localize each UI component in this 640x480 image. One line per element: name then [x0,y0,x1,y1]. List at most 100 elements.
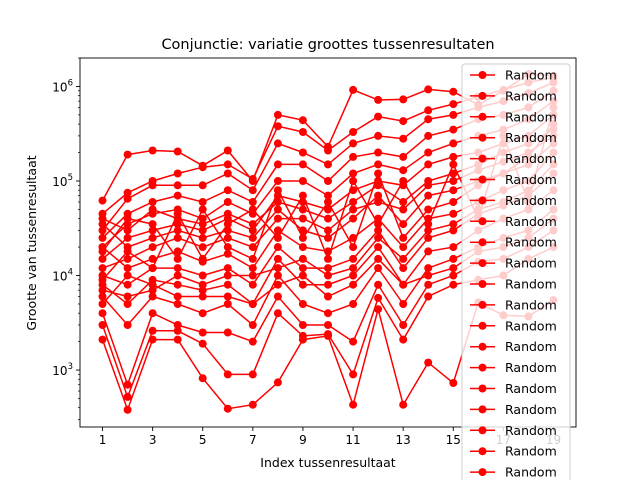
data-point [248,243,257,252]
data-point [449,209,458,218]
data-point [298,214,307,223]
data-point [248,226,257,235]
data-point [324,321,332,329]
data-point [399,166,408,175]
data-point [374,264,383,273]
data-point [248,220,257,229]
legend-entry: Random [470,193,557,208]
data-point [273,110,282,119]
legend-marker [478,426,487,435]
data-point [324,191,332,200]
legend-entry: Random [470,88,557,103]
data-point [223,271,232,280]
data-point [223,226,232,235]
data-point [399,400,408,409]
series-7 [98,86,558,242]
data-point [198,271,207,280]
data-point [173,321,182,329]
data-point [223,209,232,218]
data-point [374,305,383,314]
data-point [449,379,458,387]
data-point [449,254,458,263]
data-point [198,280,207,289]
data-point [98,214,107,223]
legend-entry: Random [470,339,557,354]
legend-marker [478,133,487,142]
data-point [324,205,332,214]
data-point [123,233,132,242]
data-point [98,264,107,273]
data-point [399,254,408,263]
legend-label: Random [505,402,557,417]
data-point [273,139,282,148]
legend-entry: Random [470,68,557,83]
data-point [449,226,458,235]
data-point [148,254,157,263]
data-point [324,292,332,301]
data-point [449,271,458,280]
data-point [123,321,132,329]
data-point [374,131,383,140]
data-point [399,134,408,143]
y-tick-label: 103 [52,362,73,378]
data-point [324,264,332,273]
data-point [248,271,257,280]
data-point [198,286,207,295]
data-point [123,380,132,389]
legend-marker [478,447,487,456]
data-point [273,226,282,235]
data-point [449,264,458,273]
data-point [123,300,132,308]
data-point [248,233,257,242]
data-point [449,186,458,195]
data-point [298,233,307,242]
data-point [349,254,358,263]
data-point [148,205,157,214]
data-point [223,300,232,308]
data-point [324,330,332,339]
data-point [173,280,182,289]
legend-label: Random [505,214,557,229]
data-point [449,160,458,169]
data-point [198,198,207,206]
data-point [273,177,282,185]
data-point [449,280,458,289]
data-point [424,358,433,367]
data-point [374,220,383,229]
data-point [273,254,282,263]
data-point [98,275,107,284]
data-point [123,271,132,280]
data-point [248,205,257,214]
data-point [449,177,458,185]
data-point [424,233,433,242]
chart-title: Conjunctie: variatie groottes tussenresu… [161,37,494,53]
data-point [148,226,157,235]
data-point [374,254,383,263]
data-point [374,280,383,289]
data-point [223,220,232,229]
data-point [223,264,232,273]
data-point [449,87,458,96]
data-point [273,378,282,387]
data-point [374,233,383,242]
data-point [399,220,408,229]
data-point [148,264,157,273]
data-point [298,191,307,200]
data-point [98,247,107,256]
data-point [298,177,307,185]
data-point [349,337,358,346]
data-point [374,169,383,178]
y-axis-label: Grootte van tussenresultaat [24,155,39,330]
data-point [173,220,182,229]
data-point [98,196,107,205]
data-point [399,335,408,344]
data-point [399,243,408,252]
data-point [223,186,232,195]
legend-marker [478,196,487,205]
data-point [349,169,358,178]
data-point [324,309,332,318]
data-point [324,254,332,263]
data-point [449,110,458,119]
data-point [123,264,132,273]
